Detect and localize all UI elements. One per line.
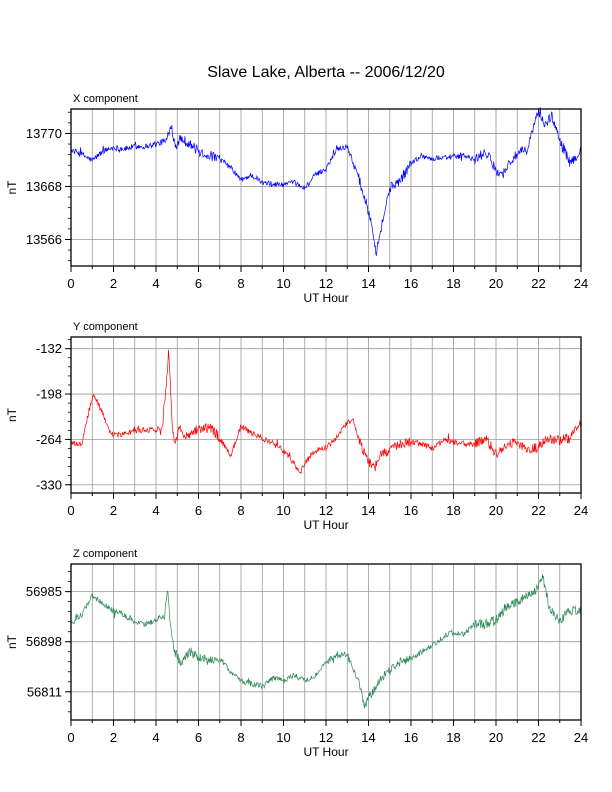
x-tick-label: 8 <box>237 730 244 745</box>
x-tick-label: 6 <box>195 276 202 291</box>
y-tick-label: 56898 <box>26 634 62 649</box>
x-tick-label: 16 <box>404 276 418 291</box>
x-component-trace <box>70 107 582 257</box>
x-tick-label: 4 <box>152 730 159 745</box>
figure-title: Slave Lake, Alberta -- 2006/12/20 <box>207 64 445 81</box>
x-tick-label: 12 <box>319 276 333 291</box>
x-tick-label: 0 <box>67 503 74 518</box>
x-tick-label: 0 <box>67 276 74 291</box>
x-y-axis-label: nT <box>5 180 19 195</box>
y-x-axis-label: UT Hour <box>303 518 348 532</box>
x-tick-label: 20 <box>489 730 503 745</box>
x-panel-label: X component <box>73 93 138 105</box>
x-tick-label: 4 <box>152 276 159 291</box>
x-tick-label: 18 <box>446 276 460 291</box>
x-x-axis-label: UT Hour <box>303 291 348 305</box>
y-tick-label: -264 <box>36 432 62 447</box>
z-y-axis-label: nT <box>5 634 19 649</box>
x-tick-label: 22 <box>531 276 545 291</box>
y-tick-label: -330 <box>36 477 62 492</box>
x-tick-label: 20 <box>489 276 503 291</box>
x-tick-label: 24 <box>574 730 588 745</box>
y-tick-label: 13770 <box>26 126 62 141</box>
y-tick-label: -198 <box>36 387 62 402</box>
x-tick-label: 10 <box>276 503 290 518</box>
x-tick-label: 0 <box>67 730 74 745</box>
x-tick-label: 12 <box>319 503 333 518</box>
x-tick-label: 14 <box>361 276 375 291</box>
x-tick-label: 6 <box>195 730 202 745</box>
y-panel-label: Y component <box>73 321 138 333</box>
x-tick-label: 20 <box>489 503 503 518</box>
x-tick-label: 16 <box>404 730 418 745</box>
x-tick-label: 10 <box>276 730 290 745</box>
x-tick-label: 24 <box>574 276 588 291</box>
x-tick-label: 12 <box>319 730 333 745</box>
x-tick-label: 22 <box>531 503 545 518</box>
x-tick-label: 10 <box>276 276 290 291</box>
x-tick-label: 18 <box>446 503 460 518</box>
y-y-axis-label: nT <box>5 407 19 422</box>
x-tick-label: 14 <box>361 503 375 518</box>
x-tick-label: 24 <box>574 503 588 518</box>
x-tick-label: 2 <box>110 503 117 518</box>
x-tick-label: 2 <box>110 730 117 745</box>
x-tick-label: 4 <box>152 503 159 518</box>
x-tick-label: 6 <box>195 503 202 518</box>
y-tick-label: 56985 <box>26 584 62 599</box>
x-tick-label: 8 <box>237 276 244 291</box>
x-tick-label: 8 <box>237 503 244 518</box>
x-tick-label: 16 <box>404 503 418 518</box>
y-tick-label: 13668 <box>26 179 62 194</box>
y-tick-label: -132 <box>36 341 62 356</box>
x-tick-label: 14 <box>361 730 375 745</box>
z-x-axis-label: UT Hour <box>303 745 348 759</box>
z-panel-label: Z component <box>73 548 137 560</box>
z-component-trace <box>70 574 582 709</box>
y-component-trace <box>70 349 582 475</box>
y-tick-label: 13566 <box>26 232 62 247</box>
x-tick-label: 22 <box>531 730 545 745</box>
y-tick-label: 56811 <box>27 684 62 699</box>
x-tick-label: 2 <box>110 276 117 291</box>
x-tick-label: 18 <box>446 730 460 745</box>
